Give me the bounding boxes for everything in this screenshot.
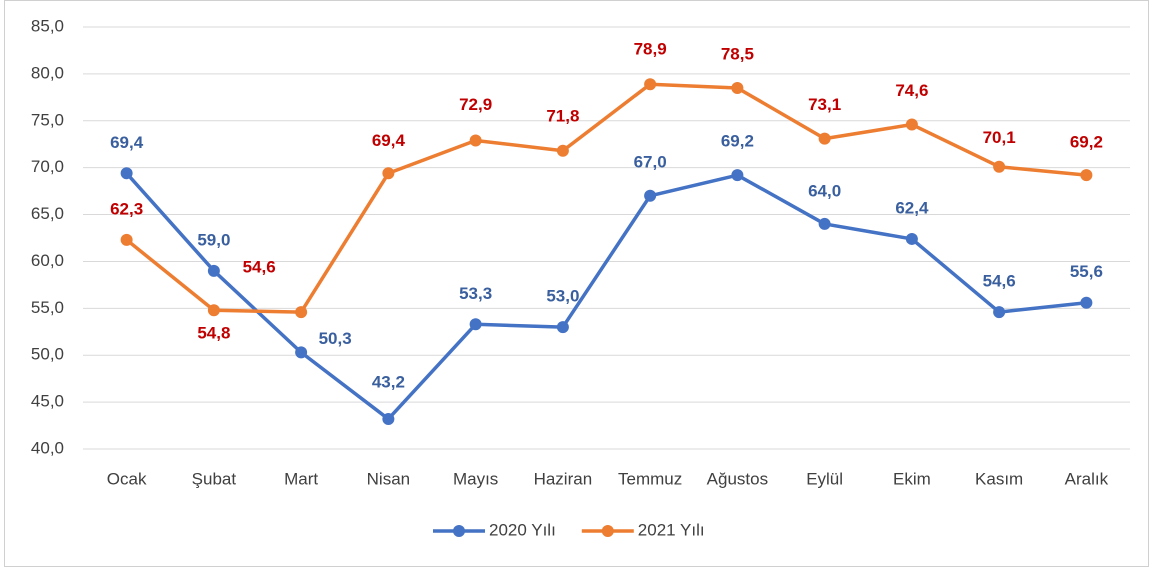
point <box>556 321 569 334</box>
x-tick-label: Şubat <box>192 469 237 488</box>
point <box>993 160 1006 173</box>
data-label: 69,4 <box>372 131 406 150</box>
series-line <box>125 82 1087 314</box>
legend-marker <box>453 525 465 537</box>
series-line <box>125 172 1087 421</box>
point <box>731 81 744 94</box>
data-label: 78,5 <box>721 44 754 63</box>
x-tick-label: Mayıs <box>453 469 498 488</box>
point <box>469 134 482 147</box>
data-label: 59,0 <box>197 230 230 249</box>
y-tick-label: 80,0 <box>31 63 64 82</box>
legend-label: 2020 Yılı <box>489 520 556 539</box>
x-tick-label: Ocak <box>107 469 147 488</box>
data-label: 73,1 <box>808 95 841 114</box>
y-tick-label: 75,0 <box>31 110 64 129</box>
y-tick-label: 85,0 <box>31 16 64 35</box>
data-label: 69,4 <box>110 133 144 152</box>
point <box>644 189 657 202</box>
data-label: 69,2 <box>721 132 754 151</box>
data-label: 78,9 <box>634 40 667 59</box>
y-tick-label: 55,0 <box>31 298 64 317</box>
data-label: 62,3 <box>110 199 143 218</box>
data-label: 53,0 <box>546 287 579 306</box>
data-label: 54,6 <box>243 258 276 277</box>
y-tick-label: 50,0 <box>31 345 64 364</box>
data-label: 62,4 <box>895 198 929 217</box>
data-label: 74,6 <box>895 81 928 100</box>
data-label: 50,3 <box>319 329 352 348</box>
x-tick-label: Ağustos <box>707 469 768 488</box>
data-label: 54,8 <box>197 324 230 343</box>
data-label: 55,6 <box>1070 262 1103 281</box>
x-tick-label: Eylül <box>806 469 843 488</box>
point <box>1080 296 1093 309</box>
x-tick-label: Temmuz <box>618 469 682 488</box>
point <box>382 167 395 180</box>
data-label: 54,6 <box>983 272 1016 291</box>
point <box>556 144 569 157</box>
x-tick-label: Ekim <box>893 469 931 488</box>
data-label: 43,2 <box>372 372 405 391</box>
point <box>295 306 308 319</box>
data-label: 64,0 <box>808 181 841 200</box>
point <box>1080 169 1093 182</box>
point <box>644 78 657 91</box>
point <box>295 346 308 359</box>
point <box>207 304 220 317</box>
point <box>818 132 831 145</box>
data-label: 72,9 <box>459 95 492 114</box>
data-label: 53,3 <box>459 284 492 303</box>
x-tick-label: Mart <box>284 469 318 488</box>
point <box>207 264 220 277</box>
y-tick-label: 45,0 <box>31 392 64 411</box>
y-tick-label: 40,0 <box>31 438 64 457</box>
legend-marker <box>601 525 614 537</box>
point <box>905 118 918 131</box>
x-tick-label: Haziran <box>534 469 593 488</box>
point <box>905 232 918 245</box>
point <box>731 169 744 182</box>
y-tick-label: 70,0 <box>31 157 64 176</box>
point <box>382 412 395 425</box>
point <box>120 167 133 180</box>
data-label: 69,2 <box>1070 133 1103 152</box>
chart-frame <box>4 0 1149 567</box>
point <box>120 233 133 246</box>
point <box>993 306 1006 319</box>
x-tick-label: Nisan <box>367 469 410 488</box>
point <box>818 217 831 230</box>
data-label: 70,1 <box>983 128 1016 147</box>
x-tick-label: Kasım <box>975 469 1023 488</box>
x-tick-label: Aralık <box>1065 469 1109 488</box>
data-label: 71,8 <box>546 106 579 125</box>
point <box>469 318 482 331</box>
data-label: 67,0 <box>634 152 667 171</box>
y-tick-label: 65,0 <box>31 204 64 223</box>
y-tick-label: 60,0 <box>31 251 64 270</box>
legend-label: 2021 Yılı <box>638 520 705 539</box>
